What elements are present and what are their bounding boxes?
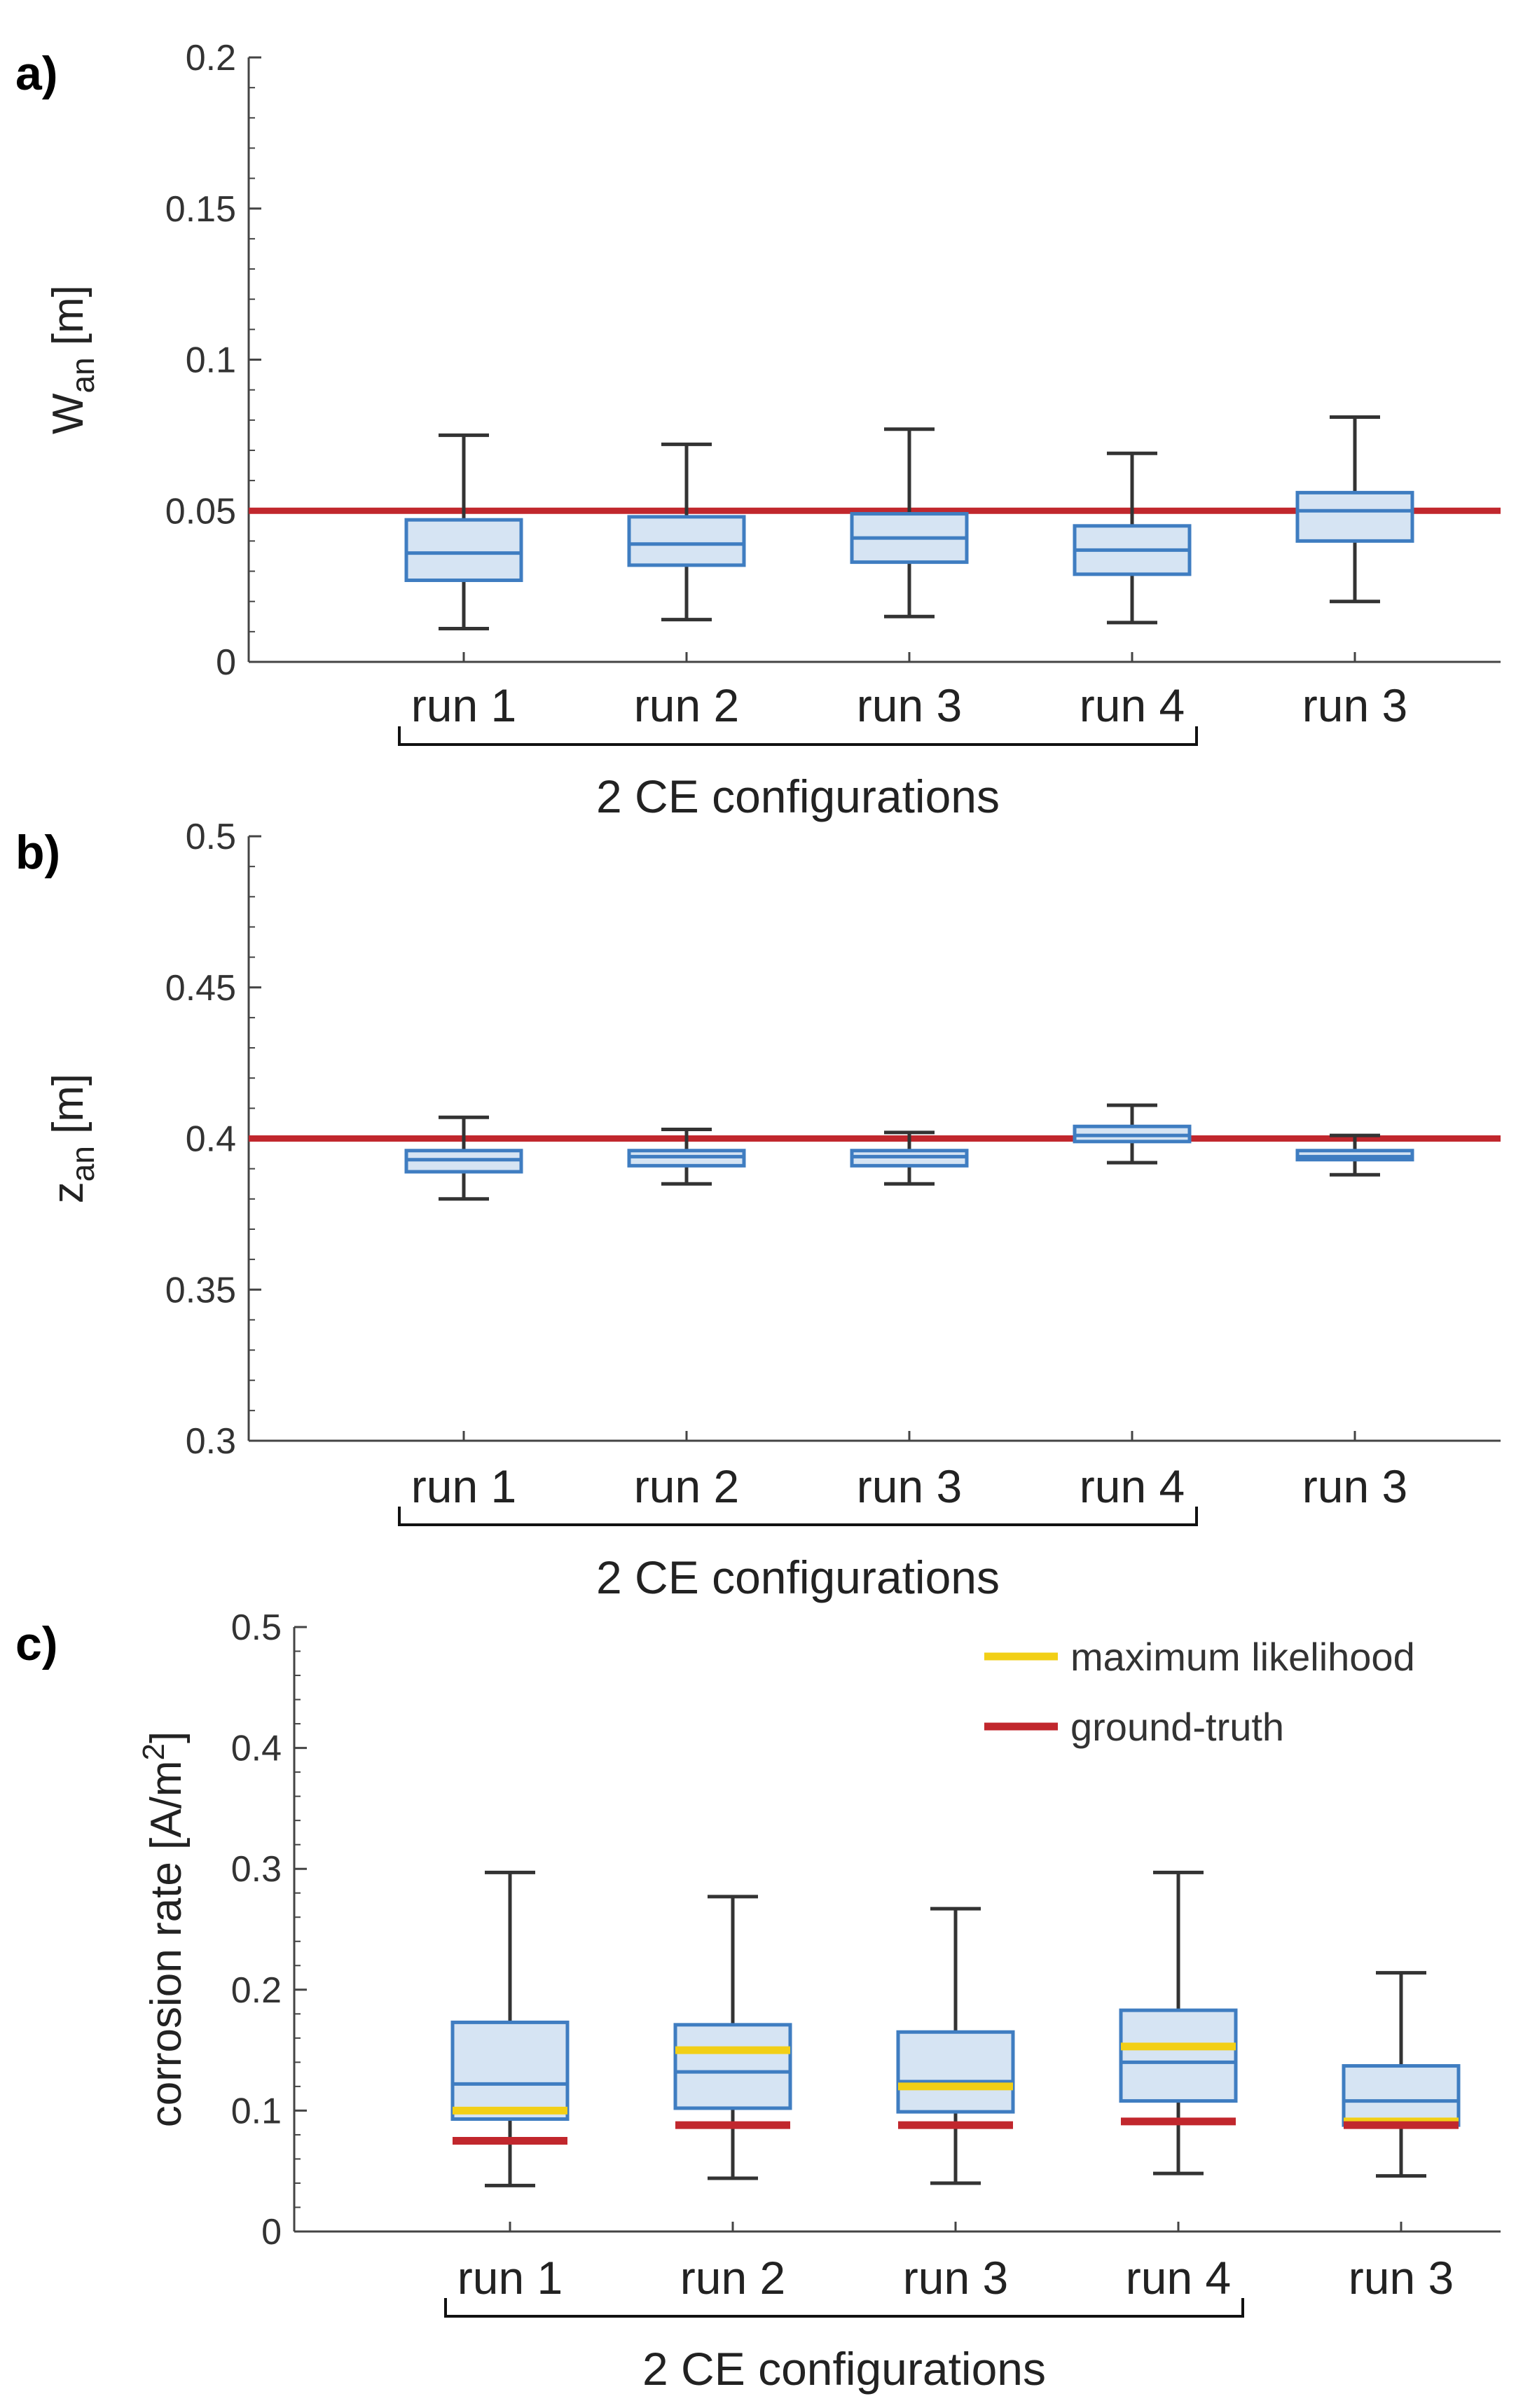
y-tick-label: 0.4 xyxy=(186,1119,236,1160)
x-tick-label: run 3 xyxy=(903,2252,1008,2304)
x-tick-label: run 2 xyxy=(634,1460,739,1512)
group-bracket xyxy=(398,726,1198,746)
x-tick-label: run 1 xyxy=(411,679,516,731)
y-axis-label-main: corrosion rate [A/m xyxy=(142,1760,191,2127)
legend: maximum likelihood ground-truth xyxy=(984,1635,1415,1749)
x-tick-label: run 3 xyxy=(1302,679,1407,731)
box xyxy=(1119,2008,1238,2103)
y-tick-label: 0.2 xyxy=(231,1970,282,2011)
y-axis-label-main: W xyxy=(44,393,92,434)
panel-a: a) 0 0.05 0.1 0.15 0.2 Wan [m] run 1 run 2 run 3 r… xyxy=(15,38,1501,822)
group-bracket xyxy=(398,1507,1198,1526)
y-tick-label: 0.1 xyxy=(186,340,236,381)
box xyxy=(1342,2064,1461,2127)
y-axis-label-sub: an xyxy=(64,357,101,393)
y-axis-label: corrosion rate [A/m2] xyxy=(137,1731,191,2127)
y-tick-label: 0.35 xyxy=(165,1270,236,1310)
y-tick-label: 0 xyxy=(216,642,236,683)
box xyxy=(450,2020,570,2121)
y-axis-label: Wan [m] xyxy=(44,285,101,434)
y-tick-label: 0.15 xyxy=(165,189,236,230)
x-tick-label: run 1 xyxy=(411,1460,516,1512)
group-label: 2 CE configurations xyxy=(596,1551,1000,1603)
panel-b: b) 0.3 0.35 0.4 0.45 0.5 zan [m] run 1 run 2 run … xyxy=(15,817,1501,1603)
x-tick-label: run 4 xyxy=(1080,679,1185,731)
x-tick-label: run 1 xyxy=(457,2252,563,2304)
x-tick-label: run 3 xyxy=(857,679,962,731)
box xyxy=(627,515,746,567)
box xyxy=(404,518,523,582)
y-axis-label-sub: an xyxy=(64,1146,101,1182)
y-tick-label: 0.1 xyxy=(231,2091,282,2131)
box xyxy=(673,2023,792,2110)
y-tick-label: 0.4 xyxy=(231,1729,282,1769)
panel-letter: a) xyxy=(15,47,57,100)
y-tick-label: 0.3 xyxy=(231,1849,282,1890)
group-bracket xyxy=(444,2298,1244,2318)
y-tick-label: 0.5 xyxy=(231,1607,282,1648)
y-axis-label-main: z xyxy=(44,1182,92,1203)
x-tick-label: run 3 xyxy=(1302,1460,1407,1512)
x-tick-label: run 2 xyxy=(634,679,739,731)
panel-letter: c) xyxy=(15,1617,57,1670)
y-tick-label: 0.3 xyxy=(186,1421,236,1462)
x-tick-label: run 3 xyxy=(857,1460,962,1512)
legend-label: ground-truth xyxy=(1070,1705,1284,1749)
legend-label: maximum likelihood xyxy=(1070,1635,1415,1679)
y-axis-label-unit: [m] xyxy=(44,1074,92,1146)
group-label: 2 CE configurations xyxy=(596,770,1000,822)
y-tick-label: 0.2 xyxy=(186,38,236,78)
box xyxy=(896,2030,1015,2114)
x-tick-label: run 3 xyxy=(1349,2252,1454,2304)
group-label: 2 CE configurations xyxy=(642,2343,1046,2395)
y-tick-label: 0.05 xyxy=(165,491,236,532)
y-tick-label: 0.45 xyxy=(165,968,236,1009)
box xyxy=(1295,490,1414,543)
y-tick-label: 0 xyxy=(261,2212,282,2253)
x-tick-label: run 4 xyxy=(1080,1460,1185,1512)
x-tick-label: run 2 xyxy=(680,2252,785,2304)
y-axis-label: zan [m] xyxy=(44,1074,101,1204)
y-axis-label-sup: 2 xyxy=(137,1743,171,1760)
panel-c: c) 0 0.1 0.2 0.3 0.4 0.5 corrosion rate [A/m2] r… xyxy=(15,1607,1501,2395)
y-axis-label-unit: ] xyxy=(142,1731,191,1743)
y-tick-label: 0.5 xyxy=(186,817,236,857)
y-axis-label-unit: [m] xyxy=(44,285,92,357)
x-tick-label: run 4 xyxy=(1126,2252,1231,2304)
panel-letter: b) xyxy=(15,826,60,879)
